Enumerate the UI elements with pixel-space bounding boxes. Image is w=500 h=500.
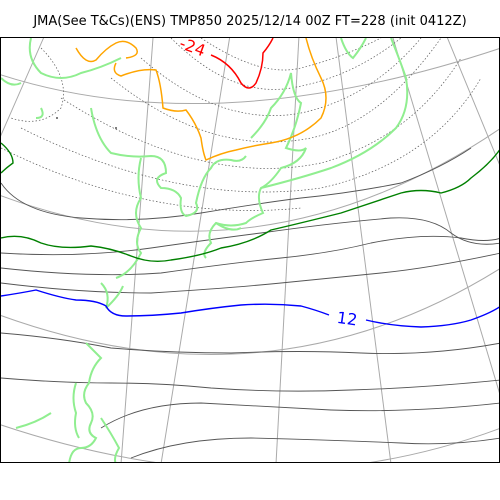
- meridian-line: [1, 38, 45, 137]
- isotherm-cold-red: [210, 38, 274, 89]
- meridian-line: [275, 38, 300, 462]
- isotherm-warm-blue: [1, 289, 499, 328]
- isotherm-zero-green: [1, 142, 499, 263]
- meridian-line: [335, 38, 392, 462]
- map-title: JMA(See T&Cs)(ENS) TMP850 2025/12/14 00Z…: [33, 14, 467, 29]
- isotherm-orange: [75, 38, 327, 162]
- marker-dot: [115, 127, 117, 129]
- parallel-line: [1, 128, 499, 232]
- dotted-isolines: [1, 38, 482, 211]
- parallel-line: [1, 424, 499, 462]
- map-canvas: -24 12: [1, 38, 499, 462]
- meridian-line: [446, 38, 499, 165]
- isotherms-grey: [1, 147, 499, 459]
- map-frame: -24 12: [0, 37, 500, 463]
- coastlines: [1, 38, 409, 462]
- meridian-line: [160, 38, 231, 462]
- contour-label-red: -24: [177, 38, 208, 60]
- marker-dot: [56, 117, 58, 119]
- parallel-line: [1, 268, 499, 356]
- contour-label-blue: 12: [336, 308, 359, 330]
- parallel-line: [1, 48, 499, 105]
- graticule: [1, 38, 499, 462]
